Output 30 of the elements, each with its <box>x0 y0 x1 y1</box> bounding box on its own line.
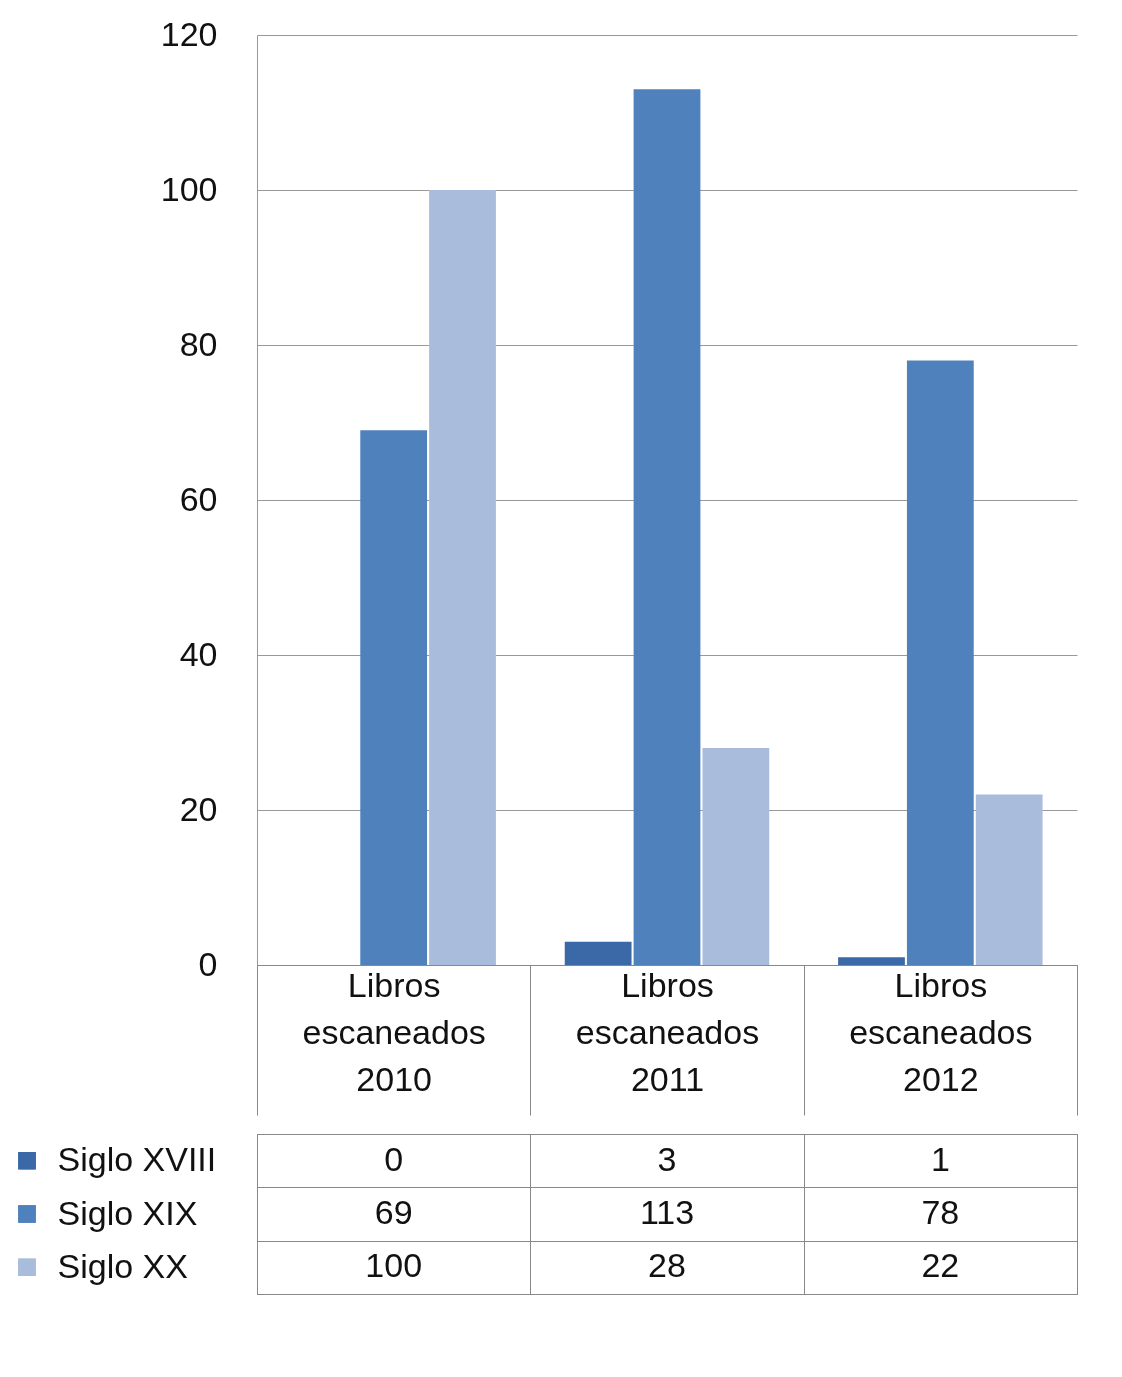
y-tick-label: 120 <box>160 14 218 53</box>
data-label: 69 <box>374 1193 413 1231</box>
data-label: 78 <box>921 1193 960 1231</box>
data-label: 22 <box>921 1246 960 1285</box>
data-label: 28 <box>648 1246 686 1285</box>
bar <box>429 190 496 965</box>
y-tick-label: 60 <box>179 479 218 518</box>
bar <box>564 941 632 965</box>
x-tick-label: Libros escaneados 2012 <box>849 965 1033 1098</box>
data-label: 113 <box>639 1193 695 1231</box>
legend-label: Siglo XX <box>57 1246 188 1285</box>
y-tick-label: 80 <box>179 324 218 363</box>
legend-label: Siglo XIX <box>57 1193 198 1232</box>
legend-label: Siglo XVIII <box>57 1140 217 1179</box>
bar <box>633 89 701 965</box>
bar <box>975 794 1043 965</box>
x-tick-label: Libros escaneados 2010 <box>302 965 486 1098</box>
data-label: 3 <box>657 1139 677 1178</box>
x-tick-label: Libros escaneados 2011 <box>575 965 760 1098</box>
bar <box>702 748 770 965</box>
data-label: 0 <box>384 1139 404 1178</box>
bar <box>838 957 905 965</box>
bar <box>360 430 428 965</box>
y-tick-label: 20 <box>179 789 218 828</box>
y-tick-label: 40 <box>179 634 218 673</box>
y-tick-label: 0 <box>198 944 218 983</box>
bar <box>906 360 974 965</box>
data-label: 1 <box>930 1139 950 1178</box>
y-tick-label: 100 <box>160 169 218 208</box>
data-label: 100 <box>365 1246 423 1285</box>
